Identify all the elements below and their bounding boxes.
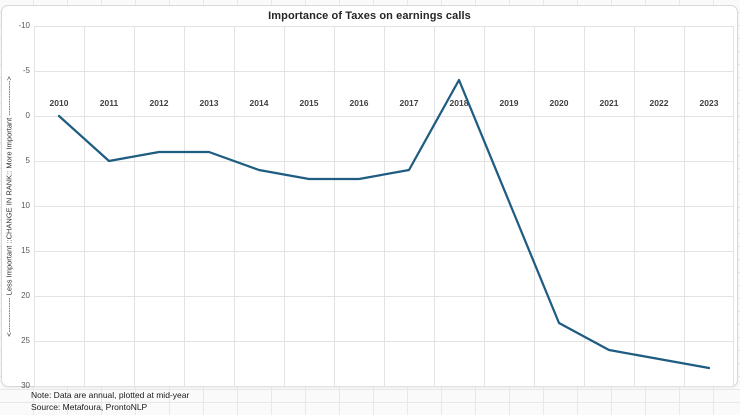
y-tick-label: 15 — [21, 246, 30, 255]
x-tick-label: 2022 — [649, 98, 669, 108]
x-tick-label: 2012 — [149, 98, 169, 108]
x-tick-label: 2021 — [599, 98, 619, 108]
vertical-gridline — [234, 26, 235, 386]
line-series-svg — [57, 78, 711, 370]
vertical-gridline — [634, 26, 635, 386]
vertical-gridline — [134, 26, 135, 386]
y-tick-label: 10 — [21, 201, 30, 210]
vertical-gridline — [34, 26, 35, 386]
x-tick-label: 2019 — [499, 98, 519, 108]
y-tick-label: 20 — [21, 291, 30, 300]
x-tick-label: 2013 — [199, 98, 219, 108]
y-tick-label: -10 — [18, 21, 30, 30]
vertical-gridline — [384, 26, 385, 386]
x-tick-label: 2020 — [549, 98, 569, 108]
taxes-importance-line — [57, 78, 711, 370]
vertical-gridline — [334, 26, 335, 386]
horizontal-gridline — [34, 385, 734, 387]
x-tick-label: 2018 — [449, 98, 469, 108]
x-tick-label: 2016 — [349, 98, 369, 108]
chart-card: Importance of Taxes on earnings calls <-… — [1, 5, 738, 390]
x-tick-label: 2023 — [699, 98, 719, 108]
x-tick-label: 2010 — [49, 98, 69, 108]
y-tick-label: 30 — [21, 381, 30, 390]
vertical-gridline — [84, 26, 85, 386]
y-tick-label: -5 — [22, 66, 30, 75]
y-tick-label: 25 — [21, 336, 30, 345]
vertical-gridline — [733, 26, 734, 386]
plot-area: -10 -5 0 5 10 15 20 25 30 2010 2011 2012 2013 2014 20… — [18, 21, 734, 390]
chart-title: Importance of Taxes on earnings calls — [268, 10, 471, 22]
x-tick-label: 2017 — [399, 98, 419, 108]
y-tick-label: 0 — [25, 111, 30, 120]
vertical-gridline — [534, 26, 535, 386]
vertical-gridline — [434, 26, 435, 386]
vertical-gridline — [184, 26, 185, 386]
source-text: Source: Metafoura, ProntoNLP — [31, 402, 148, 412]
vertical-gridline — [284, 26, 285, 386]
x-tick-label: 2015 — [299, 98, 319, 108]
vertical-gridline — [684, 26, 685, 386]
y-tick-label: 5 — [25, 156, 30, 165]
x-tick-label: 2011 — [99, 98, 119, 108]
note-text: Note: Data are annual, plotted at mid-ye… — [31, 390, 190, 400]
x-tick-label: 2014 — [249, 98, 269, 108]
vertical-gridline — [484, 26, 485, 386]
vertical-gridline — [584, 26, 585, 386]
